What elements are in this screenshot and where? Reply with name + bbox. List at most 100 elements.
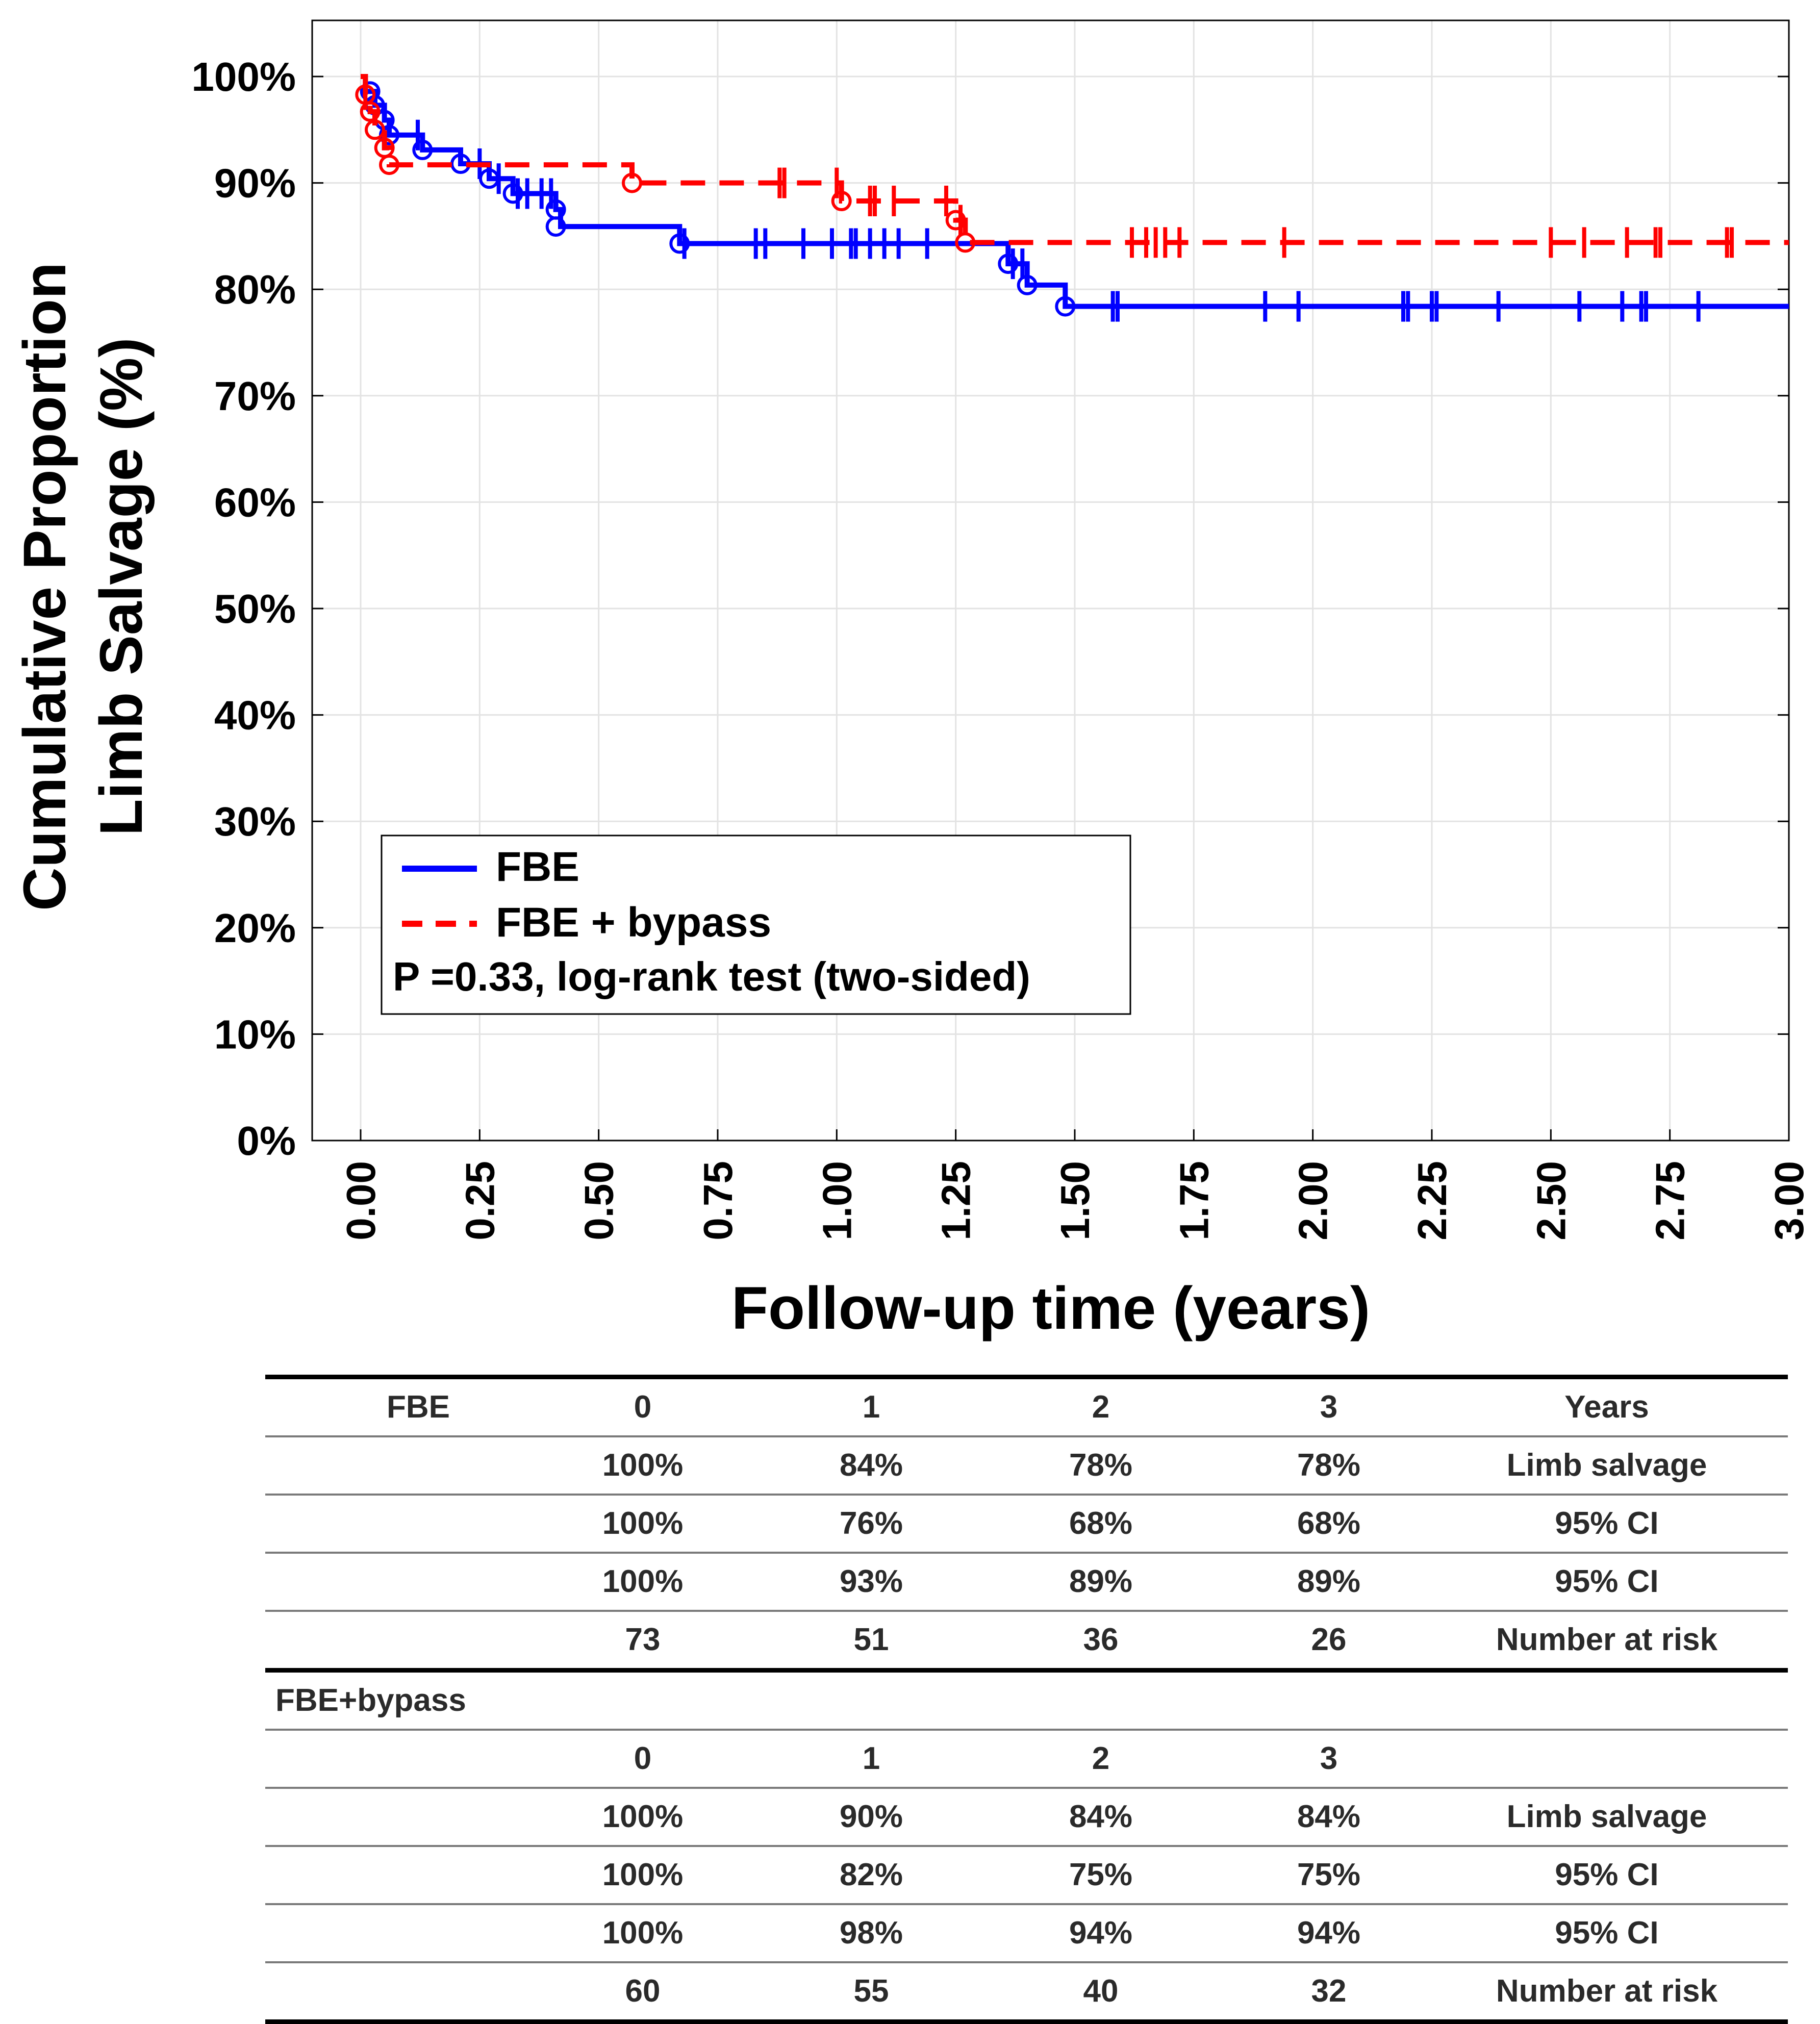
series-layer	[355, 74, 1789, 322]
series-fbe	[360, 74, 1789, 322]
event-marker	[365, 119, 385, 140]
bypass-header-year-0: 0	[634, 1741, 652, 1776]
table-cell: 55	[853, 1974, 889, 2009]
event-marker	[955, 232, 976, 253]
p-value-annotation: P =0.33, log-rank test (two-sided)	[393, 954, 1030, 999]
x-tick-label: 2.25	[1409, 1161, 1455, 1241]
table-cell: 100%	[602, 1564, 684, 1599]
bypass-header-row: 0 1 2 3	[265, 1731, 1788, 1789]
y-axis-label-line2: Limb Salvage (%)	[88, 337, 155, 836]
fbe-header-year-1: 1	[862, 1389, 880, 1425]
row-label: Limb salvage	[1506, 1799, 1707, 1834]
bypass-limb-salvage-row: 100% 90% 84% 84% Limb salvage	[265, 1789, 1788, 1847]
fbe-header-year-0: 0	[634, 1389, 652, 1425]
event-marker	[379, 155, 399, 175]
table-cell: 100%	[602, 1857, 684, 1892]
legend-box	[381, 834, 1131, 1015]
x-tick-label: 1.50	[1052, 1161, 1098, 1241]
bypass-header-year-1: 1	[862, 1741, 880, 1776]
axis-ticks	[312, 75, 1790, 1142]
x-tick-label: 1.00	[814, 1161, 860, 1241]
km-chart: 0%10%20%30%40%50%60%70%80%90%100% 0.00 0.…	[11, 19, 1812, 1342]
table-cell: 36	[1083, 1622, 1119, 1657]
event-marker	[998, 254, 1019, 274]
table-cell: 73	[625, 1622, 661, 1657]
y-tick-label: 20%	[214, 905, 296, 951]
table-cell: 75%	[1297, 1857, 1361, 1892]
table-cell: 40	[1083, 1974, 1119, 2009]
table-cell: 89%	[1297, 1564, 1361, 1599]
y-tick-label: 30%	[214, 799, 296, 844]
x-tick-label: 1.25	[933, 1161, 979, 1241]
row-label: Number at risk	[1496, 1622, 1718, 1657]
event-marker	[1055, 296, 1076, 317]
y-tick-labels: 0% 10% 20% 30% 40% 50% 60% 70% 80% 90% 100%	[191, 54, 296, 1163]
table-cell: 78%	[1297, 1448, 1361, 1483]
table-cell: 98%	[839, 1915, 903, 1951]
row-label: 95% CI	[1555, 1915, 1659, 1951]
y-axis-label-line1: Cumulative Proportion	[11, 262, 79, 911]
table-cell: 78%	[1069, 1448, 1133, 1483]
table-cell: 89%	[1069, 1564, 1133, 1599]
event-marker	[502, 183, 523, 204]
y-tick-label: 70%	[214, 373, 296, 419]
table-cell: 76%	[839, 1506, 903, 1541]
plot-area-frame	[311, 19, 1790, 1142]
event-marker	[622, 172, 642, 193]
y-tick-label: 90%	[214, 161, 296, 206]
y-tick-label: 40%	[214, 693, 296, 738]
table-cell: 100%	[602, 1448, 684, 1483]
x-axis-label: Follow-up time (years)	[731, 1275, 1370, 1342]
fbe-ci-upper-row: 100% 93% 89% 89% 95% CI	[265, 1554, 1788, 1612]
table-cell: 68%	[1069, 1506, 1133, 1541]
fbe-at-risk-row: 73 51 36 26 Number at risk	[265, 1612, 1788, 1673]
row-label: 95% CI	[1555, 1564, 1659, 1599]
table-cell: 84%	[1069, 1799, 1133, 1834]
event-marker	[360, 101, 381, 122]
bypass-ci-upper-row: 100% 98% 94% 94% 95% CI	[265, 1905, 1788, 1963]
row-label: Number at risk	[1496, 1974, 1718, 2009]
event-marker	[412, 139, 433, 160]
table-cell: 26	[1311, 1622, 1347, 1657]
x-tick-label: 2.50	[1528, 1161, 1574, 1241]
row-label: 95% CI	[1555, 1857, 1659, 1892]
table-cell: 68%	[1297, 1506, 1361, 1541]
row-label: Limb salvage	[1506, 1448, 1707, 1483]
x-tick-label: 0.75	[695, 1161, 741, 1241]
fbe-ci-lower-row: 100% 76% 68% 68% 95% CI	[265, 1496, 1788, 1554]
y-tick-label: 60%	[214, 479, 296, 525]
bypass-at-risk-row: 60 55 40 32 Number at risk	[265, 1963, 1788, 2024]
table-cell: 94%	[1297, 1915, 1361, 1951]
legend: FBE FBE + bypass P =0.33, log-rank test …	[381, 834, 1131, 1015]
event-marker	[545, 216, 566, 237]
legend-label-fbe: FBE	[496, 844, 579, 890]
bypass-title-row: FBE+bypass	[265, 1673, 1788, 1731]
table-cell: 100%	[602, 1799, 684, 1834]
event-marker	[1017, 274, 1038, 295]
x-tick-label: 0.50	[576, 1161, 622, 1241]
table-cell: 84%	[1297, 1799, 1361, 1834]
x-tick-label: 1.75	[1171, 1161, 1217, 1241]
table-cell: 100%	[602, 1506, 684, 1541]
y-tick-label: 80%	[214, 267, 296, 312]
event-marker	[669, 233, 690, 254]
table-cell: 60	[625, 1974, 661, 2009]
fbe-header-year-2: 2	[1092, 1389, 1110, 1425]
table-cell: 32	[1311, 1974, 1347, 2009]
bypass-ci-lower-row: 100% 82% 75% 75% 95% CI	[265, 1847, 1788, 1905]
x-tick-label: 2.00	[1291, 1161, 1336, 1241]
fbe-header-year-3: 3	[1320, 1389, 1338, 1425]
y-tick-label: 100%	[191, 54, 296, 99]
fbe-limb-salvage-row: 100% 84% 78% 78% Limb salvage	[265, 1437, 1788, 1496]
table-cell: 90%	[839, 1799, 903, 1834]
table-cell: 100%	[602, 1915, 684, 1951]
table-cell: 82%	[839, 1857, 903, 1892]
table-cell: 93%	[839, 1564, 903, 1599]
bypass-header-year-3: 3	[1320, 1741, 1338, 1776]
legend-label-fbe-bypass: FBE + bypass	[496, 899, 771, 946]
survival-table: FBE 0 1 2 3 Years 100% 84% 78% 78% Limb …	[265, 1375, 1788, 2024]
fbe-header-years: Years	[1564, 1389, 1649, 1425]
bypass-group-label: FBE+bypass	[275, 1683, 466, 1718]
x-tick-labels: 0.00 0.25 0.50 0.75 1.00 1.25 1.50 1.75 2.00 2.25…	[338, 1161, 1812, 1241]
x-tick-label: 0.00	[338, 1161, 384, 1241]
